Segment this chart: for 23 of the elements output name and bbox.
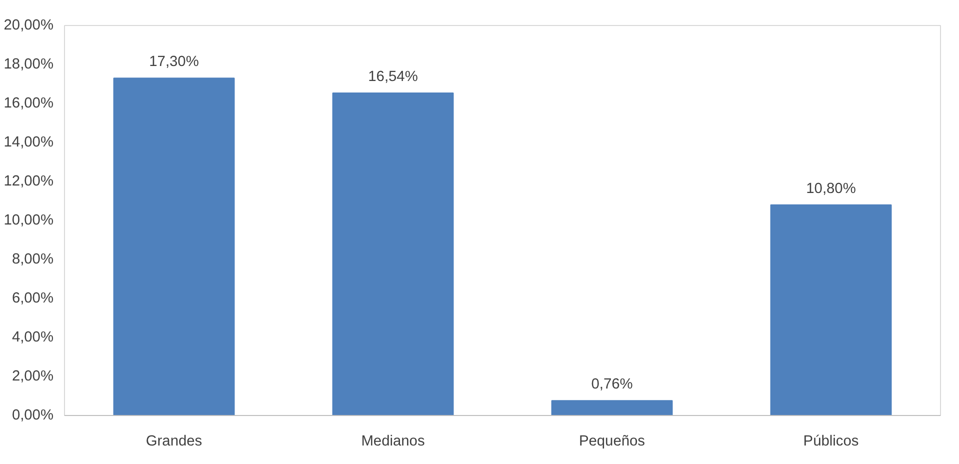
data-label: 17,30% xyxy=(149,54,199,70)
bar xyxy=(770,204,892,416)
data-label: 16,54% xyxy=(368,68,418,85)
data-label: 10,80% xyxy=(806,180,856,197)
y-tick-label: 10,00% xyxy=(4,212,54,228)
y-tick-label: 6,00% xyxy=(12,290,54,306)
y-tick-label: 0,00% xyxy=(12,408,54,424)
bar xyxy=(551,400,673,416)
y-tick-label: 2,00% xyxy=(12,368,54,384)
x-tick-label: Pequeños xyxy=(578,434,646,450)
x-tick-label: Públicos xyxy=(803,434,859,450)
x-tick-label: Grandes xyxy=(146,434,202,450)
data-label: 0,76% xyxy=(591,376,633,393)
bar xyxy=(113,78,235,416)
bar xyxy=(332,92,454,416)
y-tick-label: 14,00% xyxy=(4,134,54,150)
y-tick-label: 12,00% xyxy=(4,174,54,190)
y-tick-label: 4,00% xyxy=(12,330,54,346)
y-tick-label: 18,00% xyxy=(4,56,54,72)
y-tick-label: 8,00% xyxy=(12,252,54,268)
y-tick-label: 20,00% xyxy=(4,18,54,34)
x-tick-label: Medianos xyxy=(361,434,425,450)
y-tick-label: 16,00% xyxy=(4,96,54,112)
